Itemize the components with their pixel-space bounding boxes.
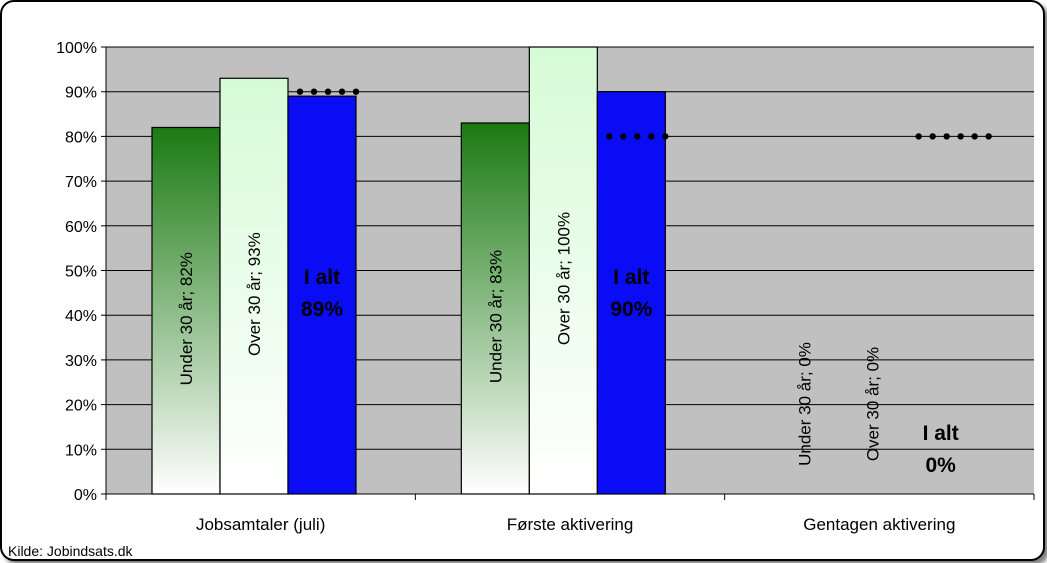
target-marker-dot xyxy=(338,88,346,95)
target-marker-dot xyxy=(648,133,655,140)
target-marker-dot xyxy=(310,88,318,95)
target-marker-dot xyxy=(929,133,936,140)
y-tick-label: 70% xyxy=(65,174,97,191)
bar-total xyxy=(596,91,666,495)
target-marker-dot xyxy=(606,133,613,140)
data-label: Under 30 år; 0% xyxy=(796,342,815,466)
target-marker-dot xyxy=(662,133,669,140)
target-marker-dot xyxy=(324,88,332,95)
data-label-total: I alt xyxy=(304,266,340,289)
y-tick-label: 50% xyxy=(65,264,97,281)
target-marker-dot xyxy=(971,133,978,140)
data-label-total: 89% xyxy=(301,298,343,321)
data-label: Over 30 år; 93% xyxy=(245,232,264,356)
y-tick-label: 90% xyxy=(65,85,97,102)
target-marker-dot xyxy=(943,133,950,140)
category-label: Første aktivering xyxy=(507,515,634,534)
data-label: Over 30 år; 100% xyxy=(554,212,573,345)
bar-under-30 xyxy=(460,122,530,495)
data-label: Under 30 år; 83% xyxy=(486,250,505,383)
y-tick-label: 10% xyxy=(65,442,97,459)
data-label-total: 90% xyxy=(610,298,652,321)
data-label-total: I alt xyxy=(923,422,959,445)
target-marker-dot xyxy=(352,88,360,95)
data-label: Under 30 år; 82% xyxy=(177,252,196,385)
y-tick-label: 60% xyxy=(65,219,97,236)
target-marker-dot xyxy=(620,133,627,140)
target-marker-dot xyxy=(957,133,964,140)
category-label: Jobsamtaler (juli) xyxy=(196,515,325,534)
bar-over-30 xyxy=(528,46,598,495)
category-label: Gentagen aktivering xyxy=(803,515,955,534)
data-label: Over 30 år; 0% xyxy=(864,347,883,461)
data-label-total: 0% xyxy=(925,454,956,477)
y-tick-label: 80% xyxy=(65,129,97,146)
target-marker-dot xyxy=(634,133,641,140)
data-label-total: I alt xyxy=(613,266,649,289)
source-note: Kilde: Jobindsats.dk xyxy=(8,543,133,559)
target-marker-dot xyxy=(296,88,304,95)
target-marker-dot xyxy=(915,133,922,140)
y-tick-label: 30% xyxy=(65,353,97,370)
target-marker-dot xyxy=(985,133,992,140)
y-tick-label: 100% xyxy=(56,40,97,57)
y-tick-label: 20% xyxy=(65,398,97,415)
bar-total xyxy=(287,95,357,495)
y-tick-label: 40% xyxy=(65,308,97,325)
y-tick-label: 0% xyxy=(74,487,97,504)
